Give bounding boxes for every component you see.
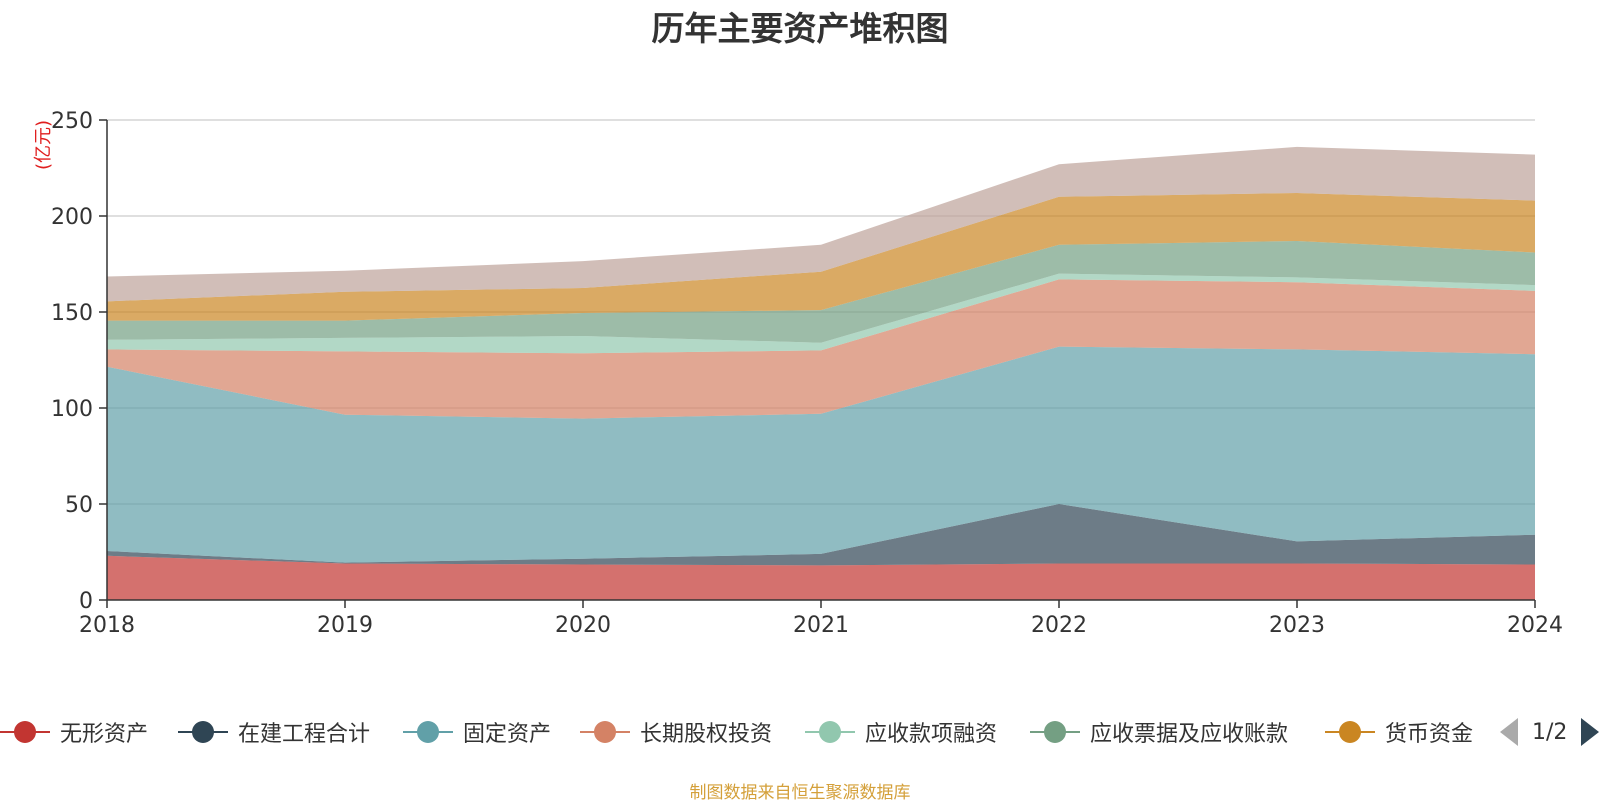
legend-pager: 1/2 (1500, 712, 1600, 752)
legend-item[interactable]: 应收票据及应收账款 (1030, 712, 1288, 752)
legend-label: 应收票据及应收账款 (1090, 722, 1289, 747)
legend-label: 货币资金 (1385, 722, 1474, 747)
legend-item[interactable]: 货币资金 (1325, 712, 1473, 752)
legend-marker-icon (178, 712, 228, 752)
legend-marker-icon (1030, 712, 1080, 752)
x-tick-label: 2023 (1269, 613, 1325, 638)
next-page-icon[interactable] (1581, 718, 1600, 746)
area-series-在建工程合计[interactable] (107, 504, 1535, 566)
y-axis-unit-label: (亿元) (33, 120, 54, 170)
y-tick-label: 0 (79, 589, 93, 614)
area-series (107, 146, 1535, 600)
x-tick-label: 2019 (317, 613, 373, 638)
legend-label: 无形资产 (60, 722, 149, 747)
x-tick-label: 2020 (555, 613, 611, 638)
data-source-note: 制图数据来自恒生聚源数据库 (689, 783, 911, 803)
legend-marker-icon (403, 712, 453, 752)
x-tick-label: 2021 (793, 613, 849, 638)
x-tick-label: 2024 (1507, 613, 1563, 638)
legend-item[interactable]: 应收款项融资 (805, 712, 997, 752)
legend: 无形资产 在建工程合计 固定资产 长期股权投资 应收款项融资 应收票据及应收账款 (0, 712, 1600, 752)
legend-marker-icon (1325, 712, 1375, 752)
chart-title: 历年主要资产堆积图 (651, 9, 949, 48)
area-series-货币资金[interactable] (107, 193, 1535, 321)
legend-label: 固定资产 (463, 722, 552, 747)
area-series-固定资产[interactable] (107, 346, 1535, 563)
legend-label: 在建工程合计 (238, 722, 371, 747)
y-tick-label: 250 (51, 109, 93, 134)
y-tick-label: 50 (65, 493, 93, 518)
y-tick-label: 100 (51, 397, 93, 422)
legend-item[interactable]: 固定资产 (403, 712, 551, 752)
y-tick-label: 150 (51, 301, 93, 326)
area-series-无形资产[interactable] (107, 555, 1535, 600)
axes: 0 50 100 150 200 250 2018 2019 2020 2021 2022 2023 2… (51, 109, 1563, 638)
legend-page-indicator: 1/2 (1532, 719, 1568, 745)
area-series-其他[interactable] (107, 146, 1535, 302)
legend-marker-icon (580, 712, 630, 752)
legend-label: 应收款项融资 (865, 722, 998, 747)
area-series-应收票据及应收账款[interactable] (107, 241, 1535, 343)
legend-item[interactable]: 在建工程合计 (178, 712, 370, 752)
y-tick-label: 200 (51, 205, 93, 230)
area-series-应收款项融资[interactable] (107, 273, 1535, 354)
legend-item[interactable]: 无形资产 (0, 712, 148, 752)
legend-item[interactable]: 长期股权投资 (580, 712, 772, 752)
previous-page-icon[interactable] (1500, 718, 1518, 746)
area-series-长期股权投资[interactable] (107, 279, 1535, 419)
legend-marker-icon (805, 712, 855, 752)
x-tick-label: 2018 (79, 613, 135, 638)
legend-label: 长期股权投资 (640, 722, 773, 747)
legend-marker-icon (0, 712, 50, 752)
x-tick-label: 2022 (1031, 613, 1087, 638)
chart-plot: 0 50 100 150 200 250 2018 2019 2020 2021 2022 2023 2… (33, 109, 1563, 638)
